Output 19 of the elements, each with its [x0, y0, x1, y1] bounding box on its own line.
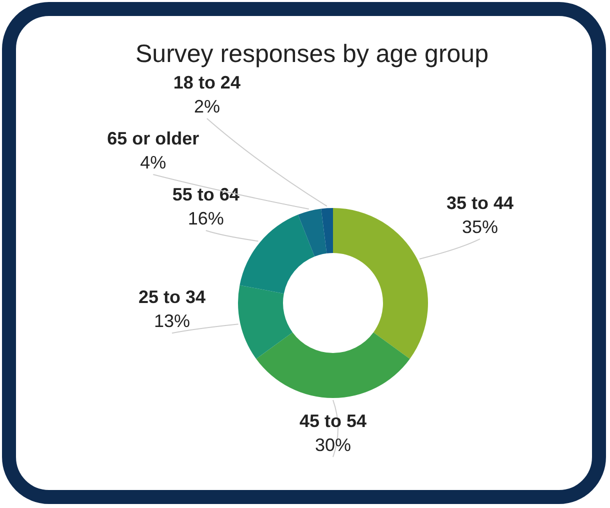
slice-label: 25 to 34: [138, 287, 206, 308]
donut-slice: [256, 332, 410, 398]
data-label: 35%: [462, 216, 498, 237]
data-label: 2%: [194, 96, 220, 117]
donut-slice: [298, 208, 327, 257]
donut-slice: [333, 208, 428, 359]
data-label: 4%: [140, 152, 166, 173]
data-label: 13%: [154, 311, 190, 332]
data-label: 16%: [188, 208, 224, 229]
donut-slice: [321, 208, 333, 254]
chart-title: Survey responses by age group: [136, 40, 488, 68]
data-label: 30%: [314, 435, 352, 455]
slice-label: 35 to 44: [446, 192, 514, 213]
slice-label: 45 to 54: [299, 411, 367, 431]
donut-slice: [238, 285, 293, 359]
slice-label: 18 to 24: [173, 72, 240, 93]
slice-label: 65 or older: [107, 128, 200, 149]
slice-label: 55 to 64: [172, 184, 240, 205]
donut-slice: [240, 214, 315, 294]
